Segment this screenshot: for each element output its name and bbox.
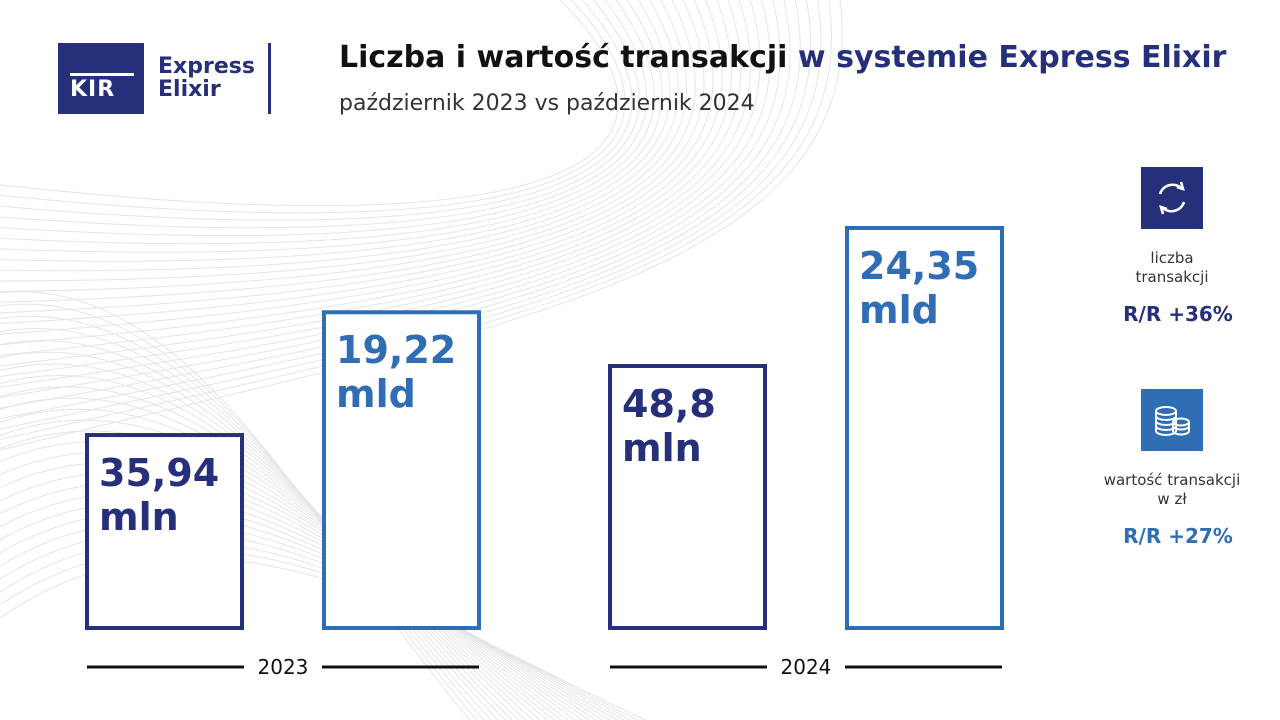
express-elixir-logo: Express Elixir bbox=[158, 55, 255, 101]
header-divider bbox=[268, 43, 271, 114]
title-part1: Liczba i wartość transakcji bbox=[339, 40, 788, 75]
bar-label-value-2024: 24,35 mld bbox=[859, 244, 980, 332]
bar-label-count-2023: 35,94 mln bbox=[99, 451, 220, 540]
kir-logo: KIR bbox=[58, 43, 144, 114]
bar-count-2024 bbox=[608, 364, 767, 630]
year-label-2023: 2023 bbox=[243, 655, 323, 679]
logo-kir-text: KIR bbox=[70, 77, 116, 102]
value-side-label: wartość transakcji w zł bbox=[1103, 471, 1241, 508]
bar-label-count-2024: 48,8 mln bbox=[622, 382, 716, 470]
year-label-2024: 2024 bbox=[766, 655, 846, 679]
count-change-value: R/R +36% bbox=[1123, 302, 1233, 326]
bar-value-2024 bbox=[845, 226, 1004, 630]
chart-title: Liczba i wartość transakcji w systemie E… bbox=[339, 40, 1226, 75]
count-side-label: liczba transakcji bbox=[1135, 249, 1209, 286]
bar-count-2023 bbox=[85, 433, 244, 631]
title-part2: w systemie Express Elixir bbox=[797, 40, 1227, 75]
exchange-arrows-icon bbox=[1141, 167, 1203, 229]
bar-value-2023 bbox=[322, 310, 481, 630]
coins-stack-icon bbox=[1141, 389, 1203, 451]
chart-subtitle: październik 2023 vs październik 2024 bbox=[339, 91, 755, 116]
bar-label-value-2023: 19,22 mld bbox=[336, 328, 457, 417]
logo-line1: Express bbox=[158, 54, 255, 79]
logo-line2: Elixir bbox=[158, 77, 221, 102]
value-change-value: R/R +27% bbox=[1123, 524, 1233, 548]
